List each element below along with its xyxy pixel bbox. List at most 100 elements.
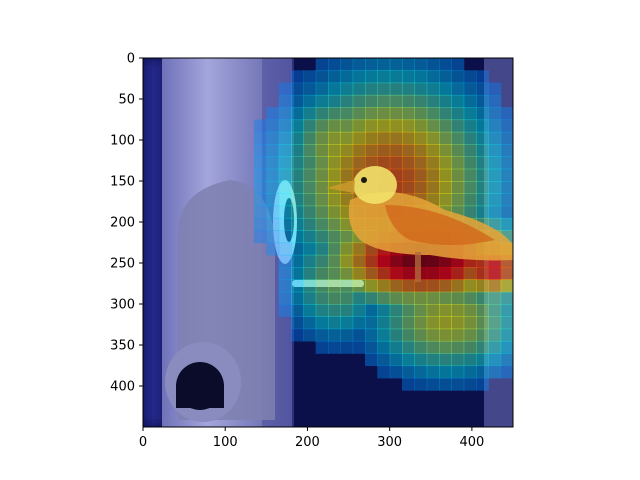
heat-cell <box>426 168 440 182</box>
heat-cell <box>254 193 267 207</box>
heat-cell <box>463 193 477 207</box>
heat-cell <box>303 217 317 231</box>
heat-cell <box>476 168 489 182</box>
heat-cell <box>303 168 317 182</box>
heat-cell <box>377 156 391 170</box>
heat-cell <box>377 131 391 145</box>
heat-cell <box>303 242 317 256</box>
heat-cell <box>278 131 292 145</box>
heat-cell <box>352 58 366 71</box>
heat-cell <box>315 230 329 244</box>
heat-cell <box>352 70 366 84</box>
heat-cell <box>291 242 304 256</box>
heat-cell <box>414 82 428 96</box>
heat-cell <box>303 279 317 293</box>
heat-cell <box>402 304 415 317</box>
heat-cell <box>352 279 366 293</box>
heat-cell <box>402 353 415 367</box>
heat-cell <box>377 279 391 293</box>
heat-cell <box>278 291 292 305</box>
heat-cell <box>500 144 513 157</box>
y-tick-label: 400 <box>110 380 135 395</box>
heat-cell <box>463 168 477 182</box>
heat-cell <box>365 144 378 157</box>
heat-cell <box>315 267 329 280</box>
heat-cell <box>451 193 465 207</box>
heat-cell <box>315 107 329 121</box>
heat-cell <box>352 242 366 256</box>
heat-cell <box>414 365 428 379</box>
heat-cell <box>340 156 354 170</box>
heat-cell <box>291 107 304 121</box>
y-tick-label: 250 <box>110 257 135 272</box>
heat-cell <box>389 316 403 330</box>
heat-cell <box>291 304 304 317</box>
heat-cell <box>266 168 280 182</box>
heat-cell <box>254 168 267 182</box>
heat-cell <box>340 94 354 108</box>
heat-cell <box>365 328 378 342</box>
heat-cell <box>500 304 513 317</box>
heat-cell <box>500 205 513 219</box>
heat-cell <box>439 291 452 305</box>
heat-cell <box>439 304 452 317</box>
heat-cell <box>463 377 477 391</box>
heat-cell <box>414 377 428 391</box>
heat-cell <box>328 70 341 84</box>
heat-cell <box>278 193 292 207</box>
bird-head <box>353 166 397 204</box>
heat-cell <box>439 168 452 182</box>
heat-cell <box>352 131 366 145</box>
heat-cell <box>451 365 465 379</box>
heat-cell <box>328 107 341 121</box>
heat-cell <box>352 340 366 354</box>
heat-cell <box>377 70 391 84</box>
heat-cell <box>389 279 403 293</box>
heat-cell <box>291 279 304 293</box>
heat-cell <box>340 254 354 268</box>
heat-cell <box>340 82 354 96</box>
heat-cell <box>402 107 415 121</box>
heat-cell <box>451 94 465 108</box>
heat-cell <box>352 156 366 170</box>
heat-cell <box>451 377 465 391</box>
heat-cell <box>439 119 452 133</box>
heat-cell <box>328 94 341 108</box>
heat-cell <box>266 131 280 145</box>
heat-cell <box>365 279 378 293</box>
heat-cell <box>328 230 341 244</box>
heat-cell <box>488 107 502 121</box>
heat-cell <box>377 304 391 317</box>
heat-cell <box>303 119 317 133</box>
heat-cell <box>365 353 378 367</box>
heat-cell <box>377 94 391 108</box>
heat-cell <box>451 340 465 354</box>
heat-cell <box>451 291 465 305</box>
heat-cell <box>414 131 428 145</box>
heat-cell <box>365 291 378 305</box>
heat-cell <box>488 156 502 170</box>
heat-cell <box>451 70 465 84</box>
heat-cell <box>414 156 428 170</box>
heat-cell <box>439 365 452 379</box>
heat-cell <box>402 119 415 133</box>
heat-cell <box>414 328 428 342</box>
heat-cell <box>389 144 403 157</box>
heat-cell <box>476 70 489 84</box>
heat-cell <box>340 107 354 121</box>
heat-cell <box>303 328 317 342</box>
heat-cell <box>377 82 391 96</box>
heat-cell <box>340 58 354 71</box>
heat-cell <box>328 242 341 256</box>
heat-cell <box>476 365 489 379</box>
heat-cell <box>402 156 415 170</box>
heat-cell <box>328 82 341 96</box>
heat-cell <box>500 267 513 280</box>
heat-cell <box>463 144 477 157</box>
heat-cell <box>291 217 304 231</box>
heat-cell <box>291 94 304 108</box>
heat-cell <box>451 119 465 133</box>
heat-cell <box>303 70 317 84</box>
heat-cell <box>328 328 341 342</box>
heat-cell <box>500 156 513 170</box>
